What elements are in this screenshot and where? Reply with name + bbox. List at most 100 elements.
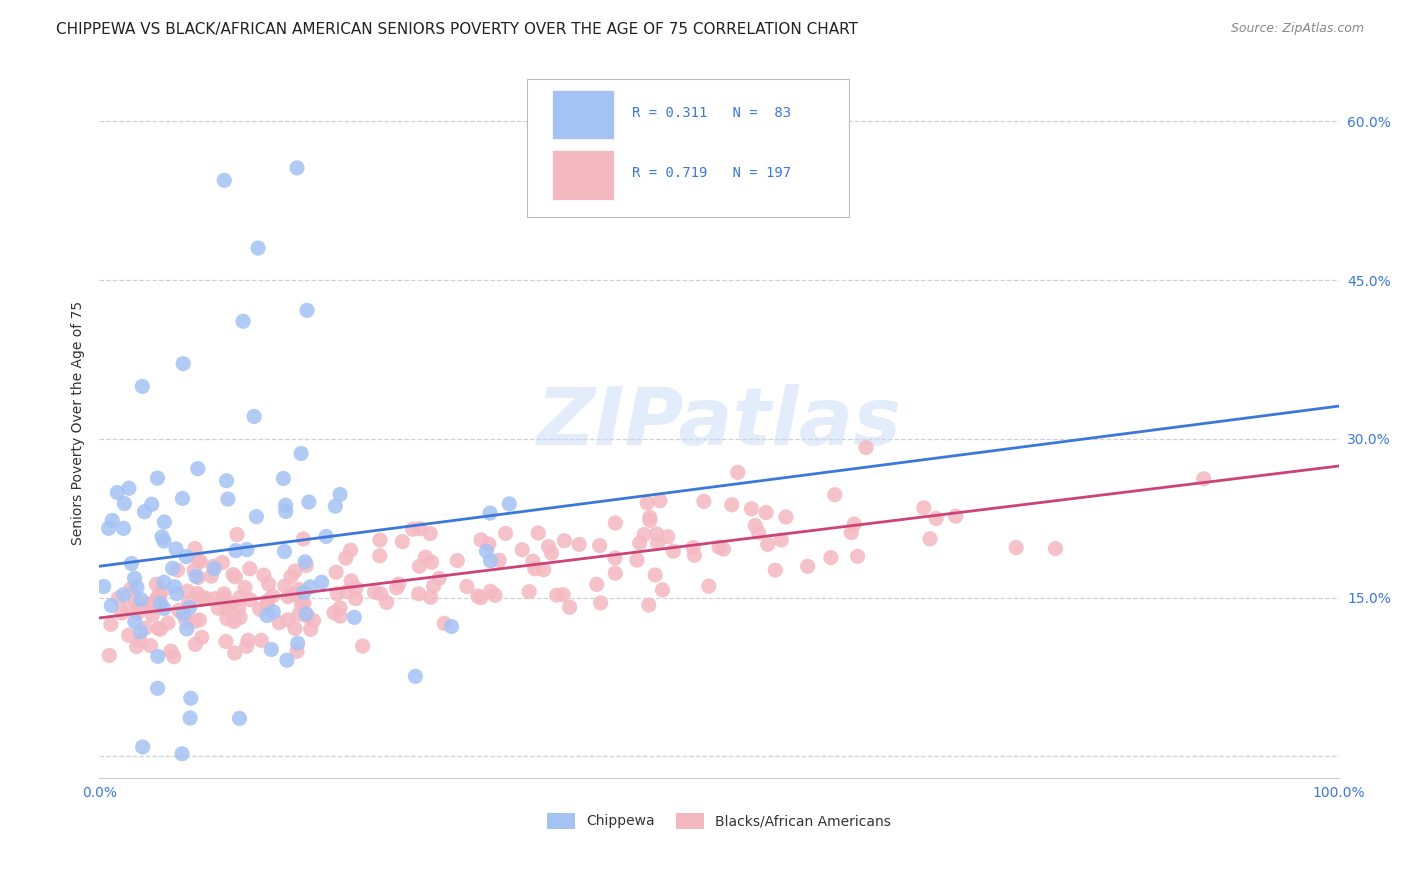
Point [638, 510, 661, 524]
Point [141, 608, 163, 623]
Point [391, 534, 413, 549]
Point [243, 409, 266, 424]
Point [153, 575, 176, 590]
Point [740, 501, 762, 516]
Point [285, 161, 308, 175]
Point [720, 498, 742, 512]
Point [551, 588, 574, 602]
Point [363, 585, 385, 599]
Point [315, 529, 337, 543]
Point [188, 554, 211, 568]
Text: CHIPPEWA VS BLACK/AFRICAN AMERICAN SENIORS POVERTY OVER THE AGE OF 75 CORRELATIO: CHIPPEWA VS BLACK/AFRICAN AMERICAN SENIO… [56, 22, 858, 37]
Point [188, 613, 211, 627]
Point [585, 577, 607, 591]
Point [262, 589, 284, 603]
Point [498, 497, 520, 511]
Point [404, 669, 426, 683]
Point [93, 580, 115, 594]
Point [344, 591, 367, 606]
Point [824, 488, 846, 502]
Point [250, 633, 273, 648]
Point [222, 567, 245, 582]
Point [256, 608, 278, 623]
Point [796, 559, 818, 574]
Point [211, 556, 233, 570]
Point [299, 623, 322, 637]
Point [523, 562, 546, 576]
Point [141, 599, 163, 614]
Point [187, 570, 209, 584]
Point [179, 600, 201, 615]
Point [470, 591, 492, 605]
Point [302, 614, 325, 628]
Point [273, 471, 295, 485]
Point [184, 637, 207, 651]
Point [645, 526, 668, 541]
Point [588, 539, 610, 553]
Point [385, 581, 408, 595]
Point [134, 505, 156, 519]
Point [299, 580, 322, 594]
Point [232, 314, 254, 328]
Point [918, 532, 941, 546]
FancyBboxPatch shape [527, 79, 849, 218]
Point [1192, 472, 1215, 486]
Point [125, 640, 148, 654]
Point [228, 601, 250, 615]
Point [370, 587, 392, 601]
Point [605, 516, 627, 530]
Point [148, 593, 170, 607]
Point [249, 602, 271, 616]
Point [146, 681, 169, 696]
Point [184, 569, 207, 583]
Point [145, 577, 167, 591]
Point [368, 549, 391, 563]
Point [479, 506, 502, 520]
Y-axis label: Seniors Poverty Over the Age of 75: Seniors Poverty Over the Age of 75 [72, 301, 86, 545]
Point [340, 574, 363, 588]
Point [274, 504, 297, 518]
Point [344, 581, 367, 595]
Point [756, 537, 779, 551]
Point [245, 509, 267, 524]
Point [176, 584, 198, 599]
Point [651, 582, 673, 597]
Point [770, 533, 793, 547]
Point [172, 491, 194, 506]
Point [277, 590, 299, 604]
Point [187, 461, 209, 475]
Point [323, 499, 346, 513]
Point [207, 601, 229, 615]
Point [290, 598, 312, 612]
Point [256, 593, 278, 607]
Point [775, 510, 797, 524]
Point [118, 628, 141, 642]
Point [153, 515, 176, 529]
Point [269, 615, 291, 630]
Point [172, 607, 194, 622]
Point [146, 471, 169, 485]
Point [846, 549, 869, 564]
Point [229, 610, 252, 624]
Point [546, 588, 568, 602]
Point [190, 630, 212, 644]
Point [844, 516, 866, 531]
Point [558, 600, 581, 615]
Point [170, 747, 193, 761]
Point [855, 441, 877, 455]
Point [288, 582, 311, 597]
Point [112, 496, 135, 510]
Point [233, 581, 256, 595]
Point [644, 568, 666, 582]
Point [236, 542, 259, 557]
Point [589, 596, 612, 610]
Point [295, 303, 318, 318]
Point [194, 591, 217, 605]
Point [214, 173, 236, 187]
Point [200, 569, 222, 583]
Point [124, 571, 146, 585]
Point [292, 596, 315, 610]
Point [495, 526, 517, 541]
Point [139, 639, 162, 653]
Point [129, 592, 152, 607]
